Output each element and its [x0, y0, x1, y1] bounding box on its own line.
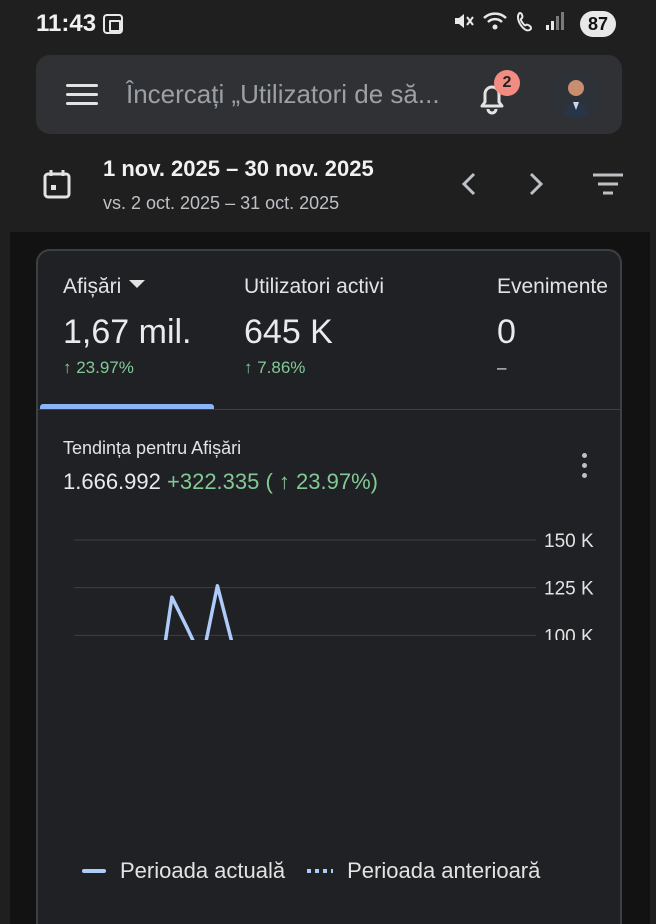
search-bar[interactable]: Încercați „Utilizatori de să... 2 [36, 55, 622, 134]
y-tick-label: 125 K [544, 579, 594, 600]
metric-label: Afișări [63, 275, 192, 299]
screenshot-icon [103, 14, 123, 34]
wifi-calling-icon [483, 12, 507, 30]
chevron-left-icon[interactable] [459, 171, 479, 197]
y-tick-label: 150 K [544, 531, 594, 552]
metric-change: ↑ 7.86% [244, 358, 306, 377]
legend-item-previous: Perioada anterioară [307, 858, 540, 884]
metric-label: Utilizatori activi [244, 275, 385, 298]
legend-item-current: Perioada actuală [82, 858, 285, 884]
legend-label: Perioada anterioară [347, 858, 541, 883]
metric-evenimente[interactable]: Evenimente 0 – [497, 275, 608, 378]
search-input[interactable]: Încercați „Utilizatori de să... [126, 79, 440, 109]
divider [38, 409, 620, 410]
trend-title: Tendința pentru Afișări [63, 438, 242, 458]
status-icons [452, 10, 564, 32]
metric-afisari[interactable]: Afișări 1,67 mil. ↑ 23.97% [63, 275, 192, 378]
metric-utilizatori-activi[interactable]: Utilizatori activi 645 K ↑ 7.86% [244, 275, 384, 378]
metrics-card: Afișări 1,67 mil. ↑ 23.97% Utilizatori a… [36, 249, 622, 924]
dotted-line-swatch [307, 869, 334, 873]
bell-icon [480, 85, 504, 115]
metric-label: Evenimente [497, 275, 608, 298]
metric-change: ↑ 23.97% [63, 358, 134, 377]
trend-delta: +322.335 ( ↑ 23.97%) [167, 469, 378, 494]
filter-icon[interactable] [592, 172, 624, 196]
menu-icon[interactable] [66, 84, 98, 106]
metric-change: – [497, 358, 507, 377]
profile-photo-icon [552, 70, 600, 118]
metric-value: 0 [497, 313, 516, 351]
mute-icon [455, 14, 474, 28]
date-range-label[interactable]: 1 nov. 2025 – 30 nov. 2025 [103, 156, 374, 181]
chevron-right-icon[interactable] [526, 171, 546, 197]
legend-label: Perioada actuală [120, 858, 286, 883]
notification-badge: 2 [494, 70, 520, 96]
notifications-button[interactable] [472, 76, 512, 116]
phone-call-icon [516, 11, 533, 32]
selected-tab-indicator [40, 404, 214, 409]
signal-icon [546, 12, 564, 30]
series-line-current [163, 584, 234, 640]
more-vert-icon[interactable] [578, 453, 590, 483]
calendar-icon[interactable] [42, 168, 72, 200]
comparison-range-label[interactable]: vs. 2 oct. 2025 – 31 oct. 2025 [103, 193, 340, 213]
chart-legend: Perioada actuală Perioada anterioară [82, 858, 540, 884]
avatar[interactable] [552, 70, 600, 118]
trend-summary: 1.666.992 +322.335 ( ↑ 23.97%) [63, 469, 378, 495]
y-tick-label: 100 K [544, 626, 594, 640]
status-time: 11:43 [36, 10, 97, 37]
trend-total: 1.666.992 [63, 469, 161, 494]
metric-value: 645 K [244, 313, 333, 351]
dropdown-arrow-icon[interactable] [129, 280, 146, 289]
metric-value: 1,67 mil. [63, 313, 192, 351]
battery-indicator: 87 [580, 11, 616, 37]
solid-line-swatch [82, 869, 106, 873]
status-bar: 11:43 87 [0, 0, 656, 50]
